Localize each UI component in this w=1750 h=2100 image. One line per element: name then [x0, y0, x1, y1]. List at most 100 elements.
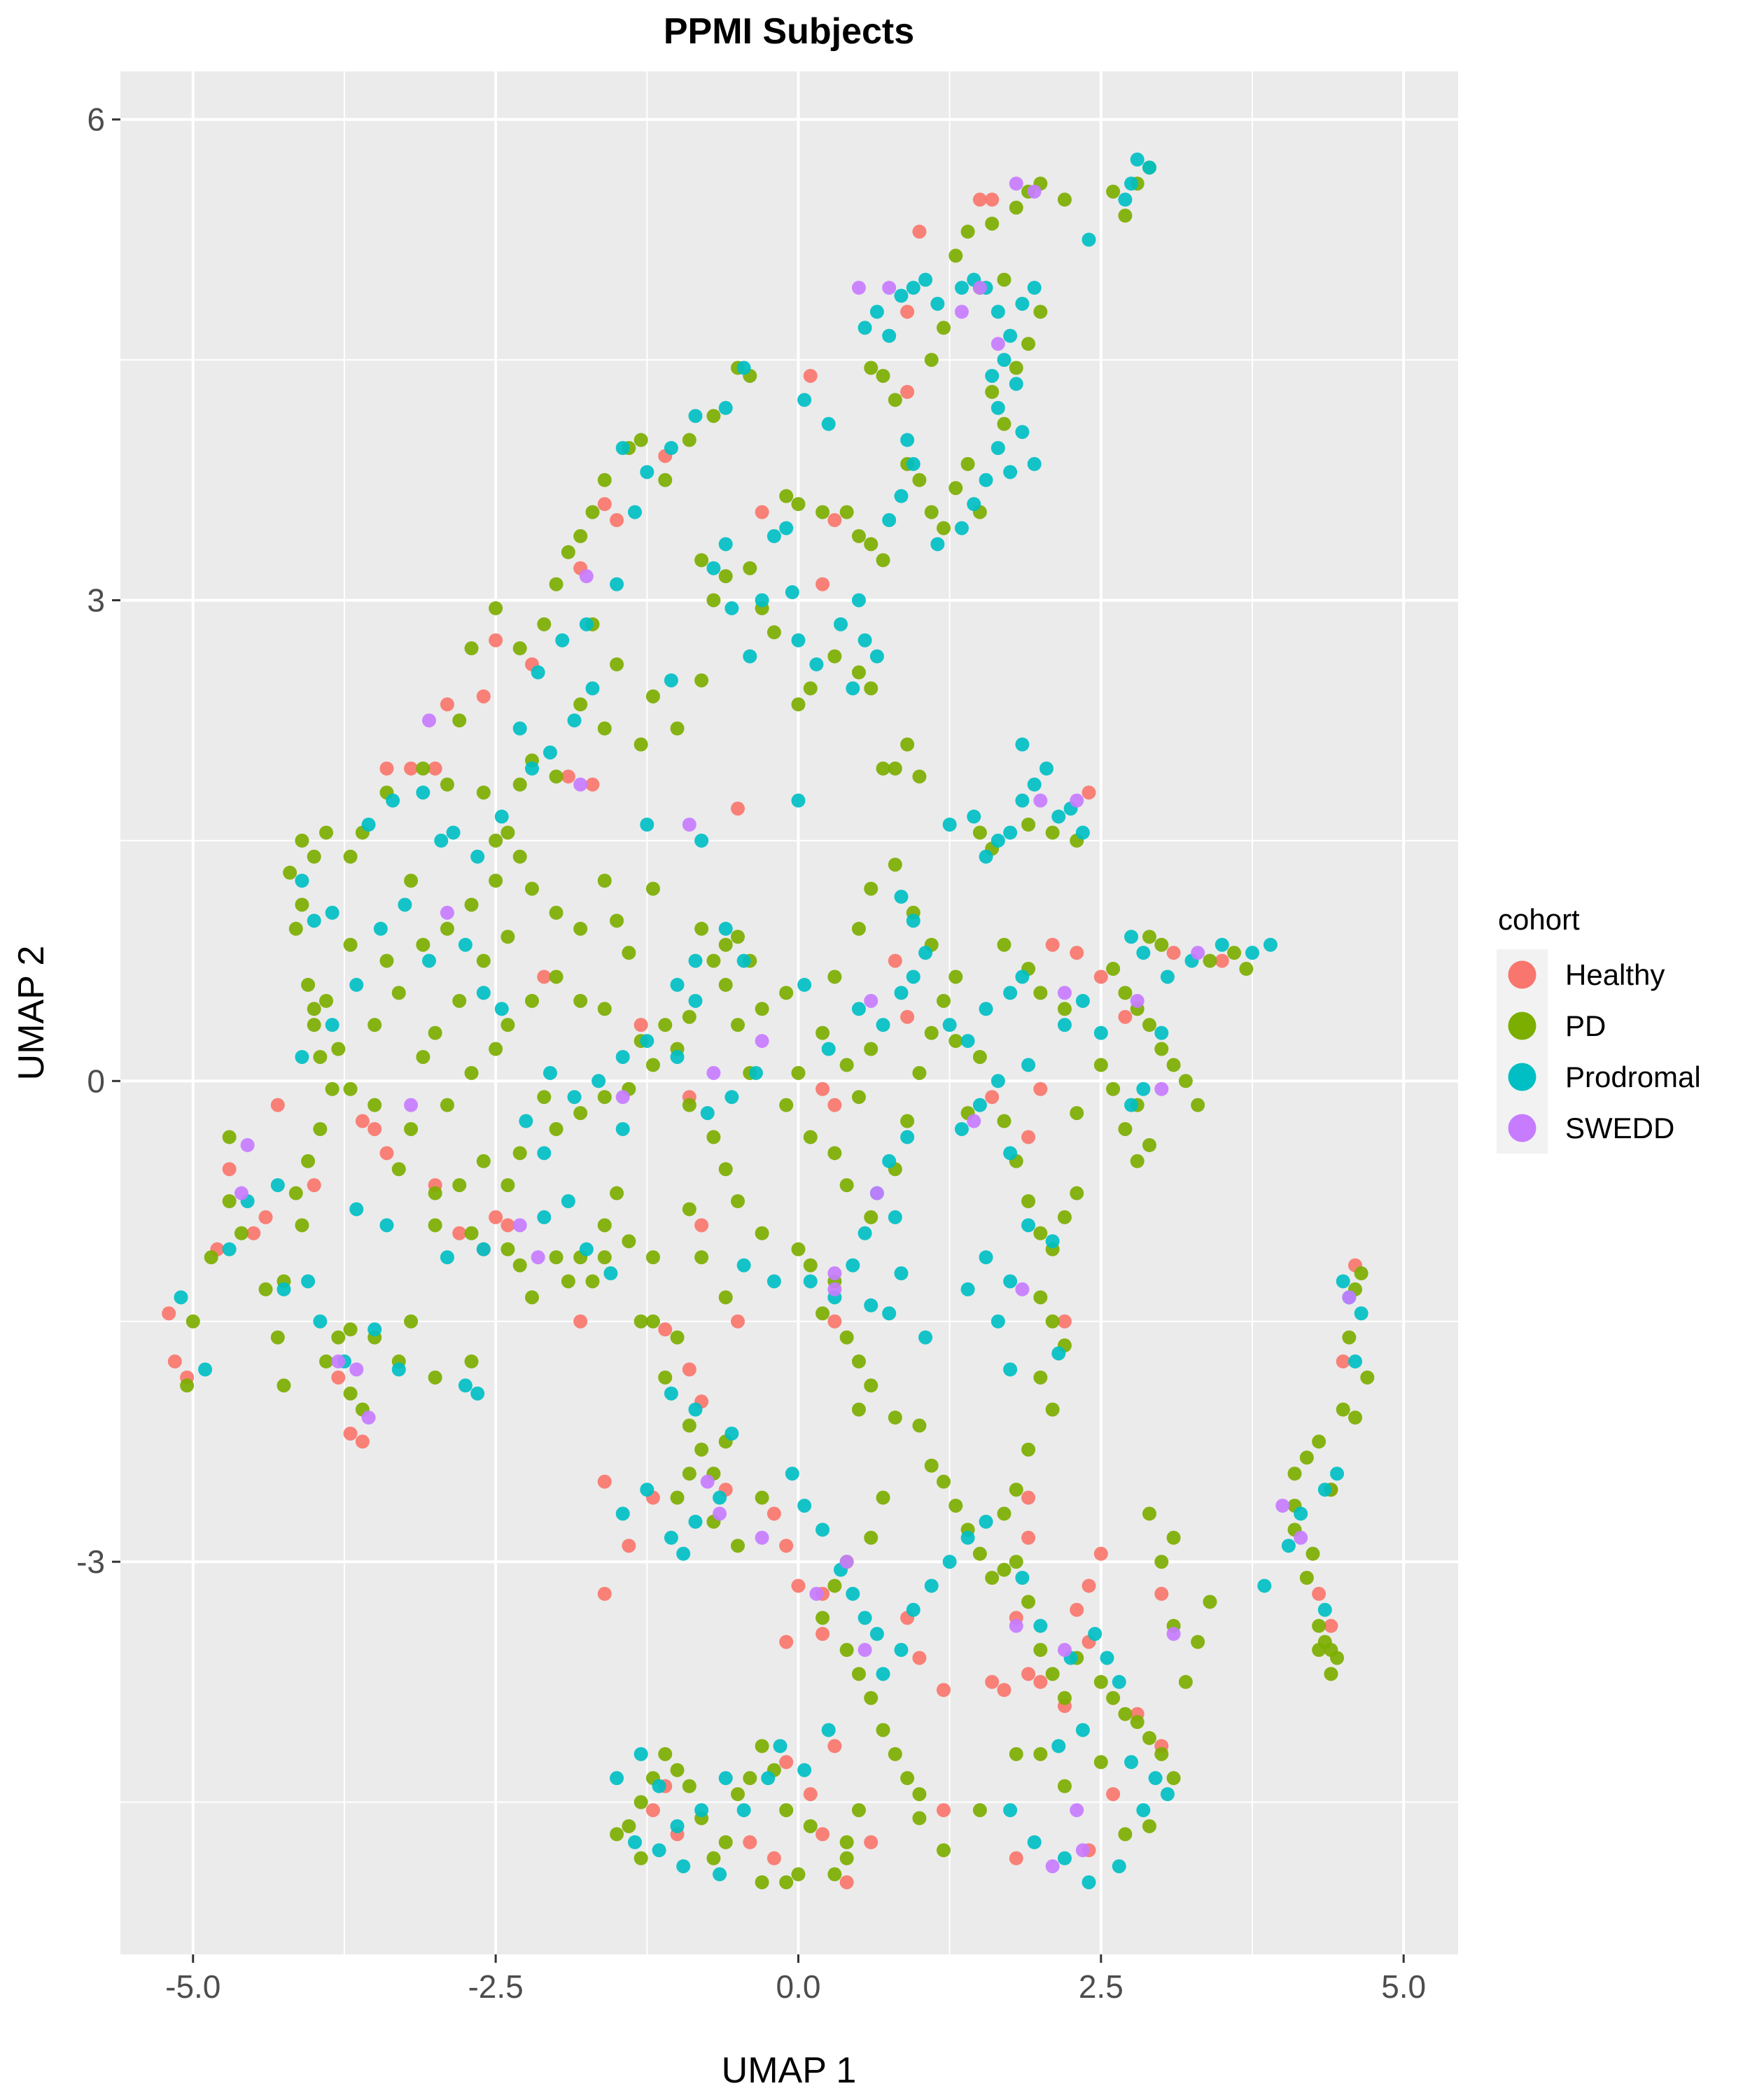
point-pd [1106, 1690, 1121, 1705]
point-prodromal [773, 1739, 788, 1754]
point-pd [694, 673, 709, 687]
point-healthy [1045, 937, 1060, 952]
point-prodromal [821, 1723, 836, 1737]
point-prodromal [416, 785, 430, 800]
point-pd [803, 1819, 818, 1833]
point-prodromal [918, 1330, 933, 1345]
point-healthy [816, 1082, 830, 1096]
point-swedd [755, 1034, 769, 1049]
point-healthy [839, 1875, 854, 1889]
point-pd [1191, 1098, 1205, 1112]
point-prodromal [1040, 761, 1054, 776]
point-prodromal [670, 977, 685, 992]
point-prodromal [706, 561, 721, 575]
point-prodromal [990, 833, 1005, 848]
point-prodromal [1075, 825, 1090, 840]
point-swedd [1275, 1498, 1290, 1513]
point-prodromal [882, 1306, 897, 1321]
point-pd [1312, 1643, 1326, 1658]
point-prodromal [876, 1667, 890, 1681]
point-healthy [827, 1098, 842, 1112]
point-prodromal [1124, 1755, 1139, 1770]
point-healthy [900, 1009, 915, 1024]
point-prodromal [325, 1018, 340, 1032]
point-pd [1191, 1634, 1205, 1649]
point-prodromal [761, 1771, 776, 1786]
point-pd [512, 641, 527, 656]
point-pd [718, 569, 733, 584]
point-swedd [990, 337, 1005, 351]
point-prodromal [990, 441, 1005, 455]
point-prodromal [1009, 377, 1023, 391]
point-pd [803, 681, 818, 696]
point-pd [1045, 1667, 1060, 1681]
point-healthy [489, 1210, 503, 1224]
point-prodromal [846, 681, 860, 696]
point-pd [561, 545, 575, 559]
point-pd [379, 953, 394, 968]
point-prodromal [1142, 160, 1156, 175]
point-pd [428, 1186, 442, 1200]
point-healthy [597, 1586, 612, 1601]
point-swedd [512, 1218, 527, 1233]
point-prodromal [979, 1514, 993, 1529]
point-healthy [864, 1835, 878, 1849]
point-swedd [240, 1138, 255, 1152]
point-prodromal [1082, 232, 1096, 247]
point-pd [972, 1049, 987, 1064]
point-healthy [816, 577, 830, 592]
point-pd [276, 1378, 291, 1393]
point-pd [960, 456, 975, 471]
point-pd [839, 1178, 854, 1193]
point-pd [864, 881, 878, 896]
point-pd [476, 953, 491, 968]
legend-label-swedd: SWEDD [1565, 1112, 1674, 1144]
point-healthy [731, 802, 745, 816]
point-pd [452, 713, 467, 728]
point-pd [839, 1330, 854, 1345]
point-prodromal [537, 1146, 552, 1161]
x-tick-label: 2.5 [1079, 1968, 1124, 2005]
point-pd [670, 721, 685, 736]
point-pd [876, 553, 890, 568]
point-pd [937, 993, 951, 1008]
point-healthy [1070, 1602, 1084, 1617]
chart-title: PPMI Subjects [664, 11, 914, 52]
point-prodromal [1015, 793, 1030, 808]
point-pd [476, 785, 491, 800]
point-pd [645, 689, 660, 704]
point-prodromal [736, 1802, 751, 1817]
point-pd [997, 1506, 1011, 1521]
point-prodromal [930, 296, 945, 311]
point-pd [985, 216, 1000, 231]
point-pd [1118, 986, 1133, 1000]
point-healthy [573, 1314, 588, 1329]
point-pd [1045, 1314, 1060, 1329]
point-healthy [561, 769, 575, 784]
point-prodromal [1088, 1627, 1102, 1642]
point-pd [876, 1723, 890, 1737]
point-prodromal [628, 505, 642, 519]
point-pd [985, 1571, 1000, 1585]
point-prodromal [724, 1426, 739, 1441]
point-swedd [967, 1114, 981, 1128]
point-pd [301, 1154, 316, 1168]
point-pd [682, 433, 696, 447]
point-pd [331, 1330, 346, 1345]
point-pd [888, 1410, 902, 1425]
point-pd [597, 1218, 612, 1233]
point-healthy [1033, 1674, 1048, 1689]
point-prodromal [972, 1098, 987, 1112]
point-pd [1118, 1121, 1133, 1136]
point-pd [670, 1330, 685, 1345]
point-prodromal [858, 633, 872, 648]
point-pd [368, 1098, 382, 1112]
point-pd [525, 1290, 539, 1305]
point-healthy [428, 761, 442, 776]
point-pd [888, 858, 902, 872]
point-pd [1166, 1530, 1181, 1545]
point-pd [313, 1049, 328, 1064]
point-prodromal [391, 1362, 406, 1377]
point-pd [1299, 1571, 1314, 1585]
point-pd [706, 1130, 721, 1144]
